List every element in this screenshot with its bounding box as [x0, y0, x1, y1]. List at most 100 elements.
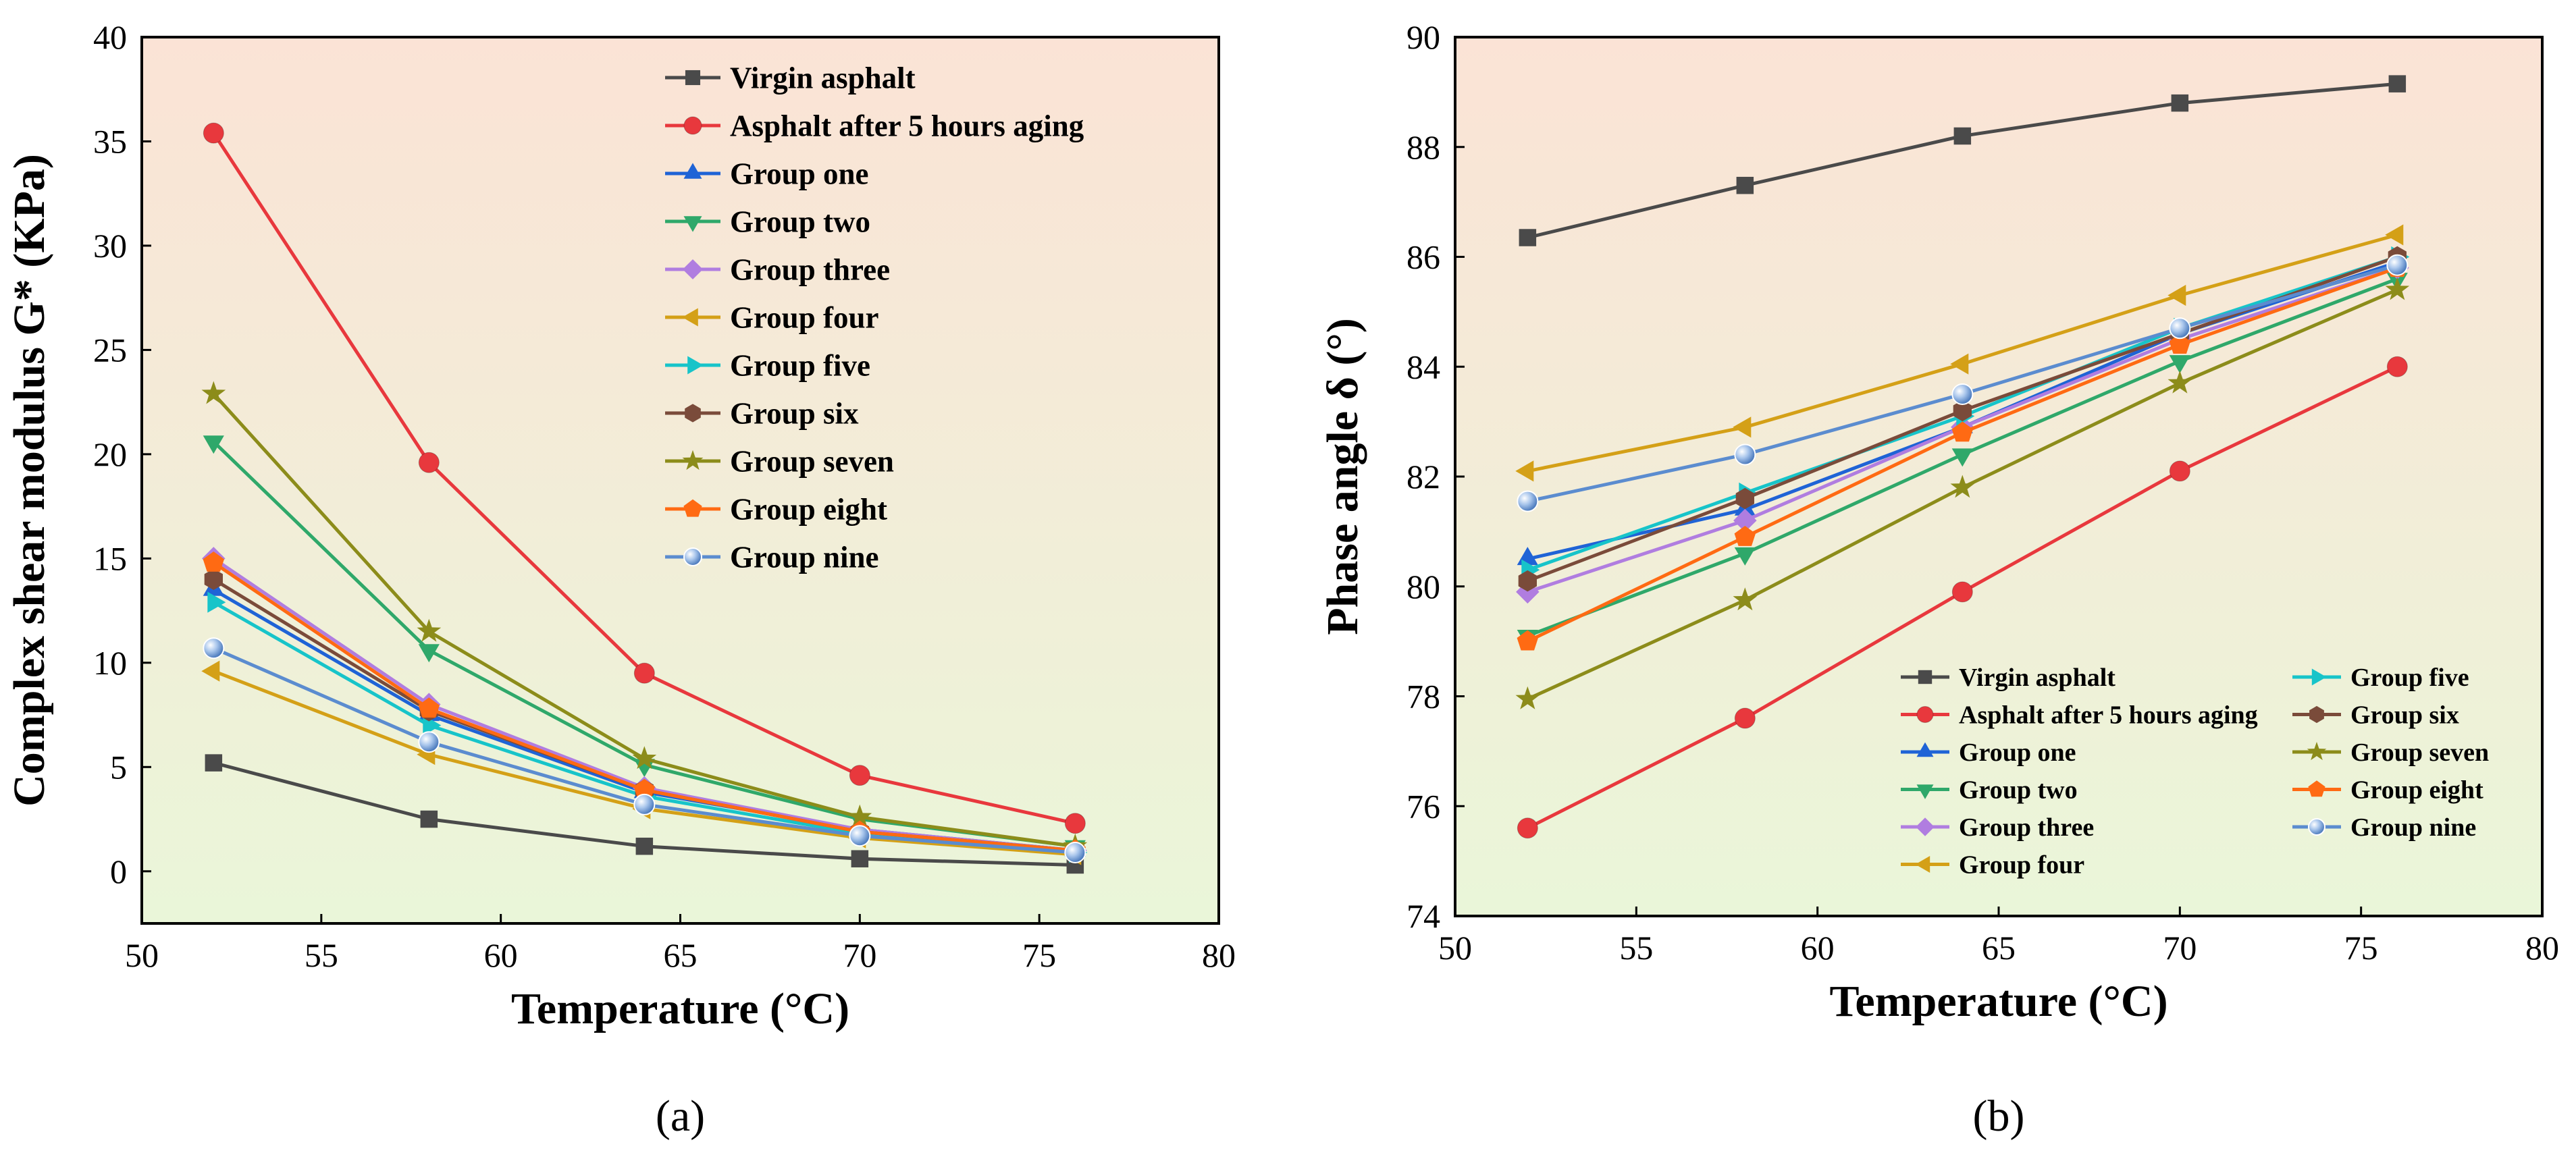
- legend-label: Group six: [2350, 701, 2459, 729]
- legend-marker: [683, 499, 702, 517]
- y-tick-label: 84: [1407, 348, 1440, 385]
- legend-label: Group six: [730, 396, 859, 430]
- legend-label: Group seven: [730, 444, 894, 478]
- y-tick-label: 5: [110, 748, 127, 786]
- legend-item-group-seven: Group seven: [665, 444, 894, 478]
- data-point: [203, 551, 224, 572]
- series-virgin-asphalt: [1519, 75, 2407, 246]
- legend-marker: [1915, 856, 1930, 873]
- data-point: [2385, 224, 2404, 246]
- x-tick-label: 80: [1202, 936, 1236, 974]
- data-point: [2385, 277, 2410, 300]
- data-point: [203, 122, 224, 144]
- x-tick-label: 60: [1801, 929, 1835, 967]
- legend-label: Group five: [730, 348, 870, 382]
- data-point: [204, 568, 223, 590]
- legend-marker: [685, 404, 701, 423]
- plot-frame: [140, 36, 1220, 925]
- legend-label: Group four: [1959, 851, 2084, 879]
- legend-item-group-five: Group five: [2292, 664, 2469, 692]
- data-point: [1951, 448, 1973, 467]
- y-tick-label: 20: [93, 435, 127, 473]
- legend-marker: [683, 259, 703, 279]
- x-tick-label: 75: [1022, 936, 1056, 974]
- y-tick-label: 76: [1407, 787, 1440, 825]
- data-point: [1517, 817, 1538, 839]
- legend: Virgin asphalt Asphalt after 5 hours agin…: [1901, 664, 2489, 879]
- x-tick-label: 80: [2525, 929, 2559, 967]
- legend-item-virgin-asphalt: Virgin asphalt: [665, 61, 916, 95]
- data-point: [847, 804, 872, 828]
- data-point: [418, 697, 440, 718]
- x-tick-label: 65: [664, 936, 698, 974]
- legend-item-group-four: Group four: [1901, 851, 2084, 879]
- data-point: [1518, 570, 1537, 592]
- legend-item-group-one: Group one: [1901, 738, 2076, 767]
- legend-marker: [683, 216, 702, 232]
- plot-frame: [1454, 36, 2544, 917]
- legend-item-group-five: Group five: [665, 348, 870, 382]
- x-tick-label: 50: [1438, 929, 1472, 967]
- data-point: [1950, 353, 1969, 375]
- x-tick-label: 65: [1982, 929, 2016, 967]
- data-point: [1515, 460, 1534, 482]
- series-virgin-asphalt: [205, 754, 1084, 874]
- legend-label: Group four: [730, 300, 878, 334]
- legend-marker: [2311, 668, 2327, 686]
- chart-a: 50 55 60 65 70 75 80 0 5 10 15 20 25 30 35 40 Temperatur…: [5, 18, 1236, 1141]
- data-point: [1733, 587, 1758, 611]
- series-asphalt-after-5-hours-aging: [1517, 356, 2408, 839]
- data-point: [1953, 400, 1972, 422]
- legend-label: Group eight: [730, 492, 887, 526]
- legend-item-group-nine: Group nine: [665, 540, 879, 574]
- y-tick-label: 40: [93, 18, 127, 56]
- legend-marker: [683, 116, 702, 135]
- series-group-nine: [1517, 254, 2409, 512]
- legend-item-group-three: Group three: [1901, 813, 2094, 842]
- legend-label: Group eight: [2350, 776, 2483, 804]
- legend: Virgin asphalt Asphalt after 5 hours agin…: [665, 61, 1084, 574]
- data-point: [635, 837, 654, 855]
- data-point: [203, 637, 225, 659]
- legend-label: Asphalt after 5 hours aging: [730, 109, 1084, 142]
- x-axis-label: Temperature (°C): [511, 984, 849, 1033]
- y-tick-label: 25: [93, 331, 127, 369]
- legend-marker: [2308, 780, 2325, 797]
- y-tick-label: 74: [1407, 897, 1440, 935]
- data-point: [1736, 176, 1754, 194]
- data-point: [2169, 317, 2191, 340]
- legend-item-group-one: Group one: [665, 157, 868, 190]
- legend-marker: [685, 70, 701, 86]
- data-point: [2171, 94, 2189, 112]
- y-tick-label: 90: [1407, 18, 1440, 56]
- legend-marker: [1916, 784, 1934, 799]
- legend-marker: [1916, 817, 1935, 836]
- data-point: [2386, 254, 2409, 276]
- legend-marker: [682, 450, 704, 470]
- legend-label: Group one: [1959, 738, 2076, 767]
- legend-label: Group three: [1959, 813, 2094, 842]
- data-point: [205, 754, 223, 772]
- data-point: [1733, 508, 1757, 533]
- y-tick-label: 0: [110, 853, 127, 890]
- legend-label: Group five: [2350, 664, 2469, 692]
- data-point: [1950, 475, 1975, 498]
- data-point: [1951, 421, 1973, 442]
- data-point: [1734, 707, 1756, 729]
- data-point: [418, 731, 440, 753]
- y-tick-label: 86: [1407, 238, 1440, 276]
- legend-item-group-two: Group two: [1901, 776, 2078, 804]
- legend-label: Group three: [730, 252, 890, 286]
- plot-area-a: [142, 37, 1219, 923]
- panel-label: (b): [1973, 1091, 2025, 1141]
- y-axis-label: Complex shear modulus G* (KPa): [5, 154, 54, 807]
- legend-label: Group two: [730, 205, 870, 238]
- legend-label: Group seven: [2350, 738, 2489, 767]
- legend-label: Virgin asphalt: [730, 61, 916, 95]
- legend-item-group-three: Group three: [665, 252, 890, 286]
- y-tick-label: 15: [93, 539, 127, 577]
- data-point: [632, 746, 657, 770]
- series-asphalt-after-5-hours-aging: [203, 122, 1086, 834]
- data-point: [1734, 547, 1756, 566]
